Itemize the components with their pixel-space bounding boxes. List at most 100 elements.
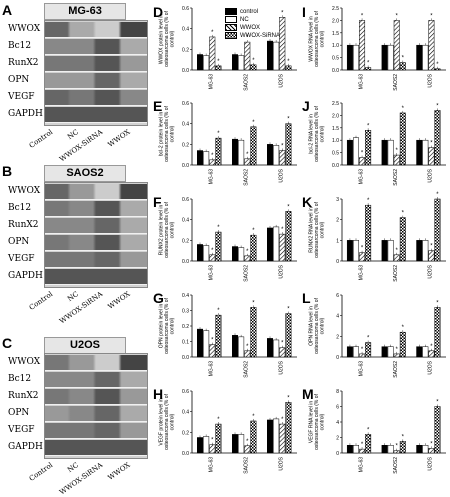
band-label: RunX2: [8, 58, 39, 68]
significance-mark: *: [402, 56, 405, 62]
legend-entry-nc: NC: [225, 16, 280, 24]
chart-l: 0 2 4 6 OPN RNA level inosteosarcoma cells (…: [308, 293, 446, 378]
bar-wwox-sirna: [215, 423, 222, 454]
significance-mark: *: [430, 344, 433, 350]
significance-mark: *: [287, 204, 290, 210]
category-label: MG-63: [209, 265, 215, 281]
y-axis-label-line: OPN RNA level in: [308, 306, 314, 346]
band-label: RunX2: [8, 391, 39, 401]
y-tick-label: 0.0: [182, 68, 189, 74]
panel-letter-h: H: [153, 386, 164, 402]
y-axis-label: OPN RNA level inosteosarcoma cells (% of…: [308, 297, 325, 353]
significance-mark: *: [367, 123, 370, 129]
bar-control: [381, 445, 388, 454]
band-label: VEGF: [8, 254, 35, 264]
bar-nc: [387, 445, 394, 454]
bar-wwox: [359, 157, 366, 166]
bar-control: [232, 246, 239, 262]
panel-letter-l: L: [302, 290, 311, 306]
y-tick-label: 0.4: [182, 27, 189, 33]
bar-control: [232, 54, 239, 71]
significance-mark: *: [367, 61, 370, 67]
category-label: SAOS2: [244, 361, 250, 378]
significance-mark: *: [396, 248, 399, 254]
significance-mark: *: [367, 427, 370, 433]
panel-letter-k: K: [302, 194, 313, 210]
y-tick-label: 2.0: [332, 18, 339, 24]
panel-letter-m: M: [302, 386, 314, 402]
y-axis-label-line: osteosarcoma cells (% of: [164, 105, 170, 161]
bar-nc: [353, 137, 359, 166]
bar-nc: [353, 240, 359, 262]
chart-i: 0.0 0.5 1.0 1.5 2.0 2.5 WWOX RNA level inosteo…: [308, 6, 446, 91]
category-label: MG-63: [209, 457, 215, 473]
category-label: U2OS: [279, 360, 285, 374]
y-axis-label-line: osteosarcoma cells (% of: [164, 201, 170, 257]
category-label: U2OS: [279, 456, 285, 470]
panel-letter-c: C: [2, 335, 13, 351]
y-axis-label-line: osteosarcoma cells (% of: [314, 10, 320, 66]
category-label: MG-63: [209, 169, 215, 185]
significance-mark: *: [436, 192, 439, 198]
chart-f: 0.0 0.2 0.4 0.6 RUNX2 protein level inosteos…: [158, 197, 297, 282]
y-tick-label: 0.0: [182, 451, 189, 457]
blot-image: [44, 182, 148, 288]
bar-nc: [273, 226, 280, 262]
band-label: RunX2: [8, 220, 39, 230]
y-axis-label-line: osteosarcoma cells (% of: [164, 10, 170, 66]
legend: control NC WWOX WWOX-SiRNA: [225, 8, 280, 40]
bar-wwox-sirna: [399, 217, 406, 262]
significance-mark: *: [430, 441, 433, 447]
band-label: VEGF: [8, 92, 35, 102]
blot-title: U2OS: [44, 337, 126, 354]
bar-wwox: [359, 252, 366, 262]
bar-wwox-sirna: [285, 65, 292, 71]
y-axis-label-line: control): [170, 30, 176, 47]
significance-mark: *: [430, 141, 433, 147]
y-tick-label: 4: [336, 420, 339, 426]
y-axis-label: WWOX RNA level inosteosarcoma cells (% o…: [308, 10, 325, 66]
bar-wwox: [279, 423, 286, 454]
bar-wwox-sirna: [434, 198, 441, 262]
y-axis-label-line: osteosarcoma cells (% of: [314, 393, 320, 449]
bar-wwox-sirna: [215, 231, 222, 262]
category-label: SAOS2: [244, 457, 250, 474]
y-tick-label: 0: [336, 451, 339, 457]
category-label: SAOS2: [393, 169, 399, 186]
bar-wwox: [393, 353, 400, 358]
bar-wwox-sirna: [399, 62, 406, 71]
bar-wwox-sirna: [365, 130, 372, 166]
significance-mark: *: [252, 300, 255, 306]
bar-wwox: [244, 41, 251, 71]
bar-nc: [273, 41, 280, 71]
y-tick-label: 1.5: [332, 126, 339, 132]
y-tick-label: 2.5: [332, 101, 339, 107]
category-label: U2OS: [279, 73, 285, 87]
y-axis-label-line: OPN protein level in: [158, 304, 164, 349]
bar-control: [381, 346, 388, 358]
bar-wwox-sirna: [434, 307, 441, 358]
y-tick-label: 0.5: [332, 151, 339, 157]
significance-mark: *: [211, 338, 214, 344]
y-tick-label: 1.0: [332, 43, 339, 49]
legend-swatch: [225, 16, 237, 24]
significance-mark: *: [396, 148, 399, 154]
y-axis-label-line: WWOX RNA level in: [308, 16, 314, 62]
significance-mark: *: [287, 395, 290, 401]
bar-nc: [273, 145, 280, 166]
panel-letter-e: E: [153, 98, 163, 114]
significance-mark: *: [252, 120, 255, 126]
bar-control: [267, 419, 274, 454]
y-tick-label: 2.0: [332, 113, 339, 119]
bar-wwox: [209, 444, 216, 454]
band-label: WWOX: [8, 357, 41, 367]
y-tick-label: 0.4: [182, 293, 189, 299]
bar-wwox-sirna: [434, 110, 441, 166]
significance-mark: *: [367, 198, 370, 204]
bar-wwox: [359, 353, 366, 358]
bar-wwox-sirna: [250, 307, 257, 358]
y-tick-label: 0.2: [182, 47, 189, 53]
legend-entry-wwox-sirna: WWOX-SiRNA: [225, 32, 280, 40]
bar-wwox-sirna: [215, 314, 222, 358]
y-axis-label-line: control): [320, 317, 326, 334]
